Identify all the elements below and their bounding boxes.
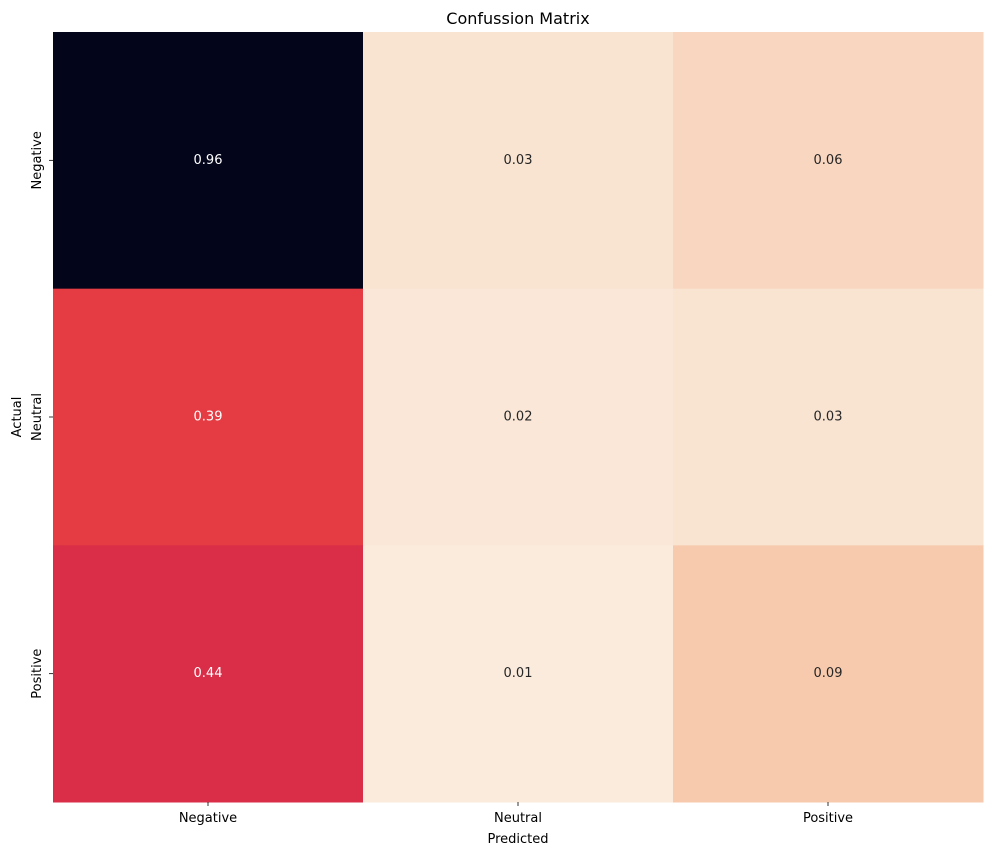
heatmap-cell-label: 0.06 <box>814 153 843 168</box>
x-axis-ticks: Negative Neutral Positive <box>179 802 853 826</box>
x-tick-label: Negative <box>179 811 237 826</box>
heatmap-cell <box>673 545 984 803</box>
heatmap-cell-labels: 0.96 0.03 0.06 0.39 0.02 0.03 0.44 0.01 0.09 <box>194 153 843 681</box>
heatmap-cell <box>363 288 674 546</box>
heatmap-cell-label: 0.39 <box>194 410 223 425</box>
heatmap-cell-label: 0.03 <box>504 153 533 168</box>
y-tick-label: Neutral <box>30 393 45 441</box>
heatmap-cell-label: 0.03 <box>814 410 843 425</box>
heatmap-cell <box>53 32 364 290</box>
heatmap-cell <box>673 32 984 290</box>
y-axis-ticks: Negative Neutral Positive <box>30 131 53 699</box>
heatmap-cell <box>53 288 364 546</box>
x-axis-label: Predicted <box>487 832 548 847</box>
y-tick-label: Positive <box>30 649 45 699</box>
heatmap-cell-label: 0.09 <box>814 666 843 681</box>
x-tick-label: Neutral <box>494 811 542 826</box>
y-tick-label: Negative <box>30 131 45 189</box>
heatmap-cell-label: 0.96 <box>194 153 223 168</box>
y-axis-label: Actual <box>10 397 25 438</box>
heatmap-cell-label: 0.01 <box>504 666 533 681</box>
heatmap-cell-label: 0.44 <box>194 666 223 681</box>
heatmap-cell <box>363 545 674 803</box>
chart-title: Confussion Matrix <box>446 9 589 28</box>
heatmap-cell <box>53 545 364 803</box>
heatmap-cell-label: 0.02 <box>504 410 533 425</box>
heatmap-cell <box>673 288 984 546</box>
heatmap-cells <box>53 32 984 803</box>
heatmap-cell <box>363 32 674 290</box>
x-tick-label: Positive <box>803 811 853 826</box>
